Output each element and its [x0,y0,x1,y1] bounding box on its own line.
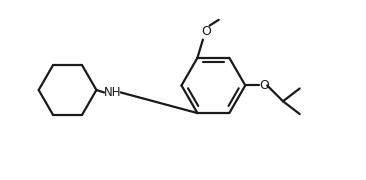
Text: O: O [259,79,269,92]
Text: O: O [202,25,212,38]
Text: NH: NH [104,86,122,99]
